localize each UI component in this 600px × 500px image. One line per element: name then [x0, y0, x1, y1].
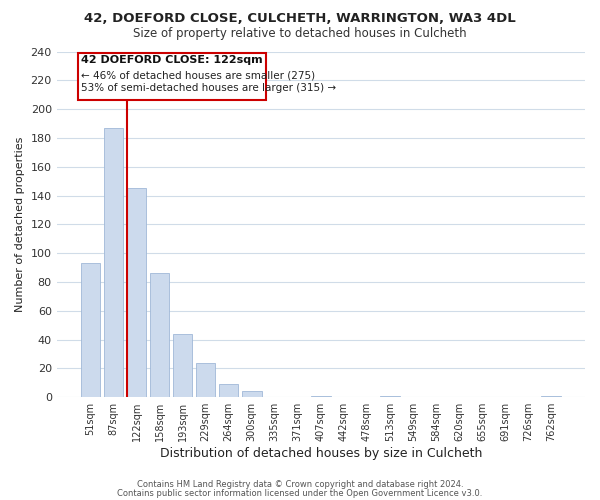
Bar — [104, 128, 123, 397]
Bar — [150, 274, 169, 397]
Text: 42, DOEFORD CLOSE, CULCHETH, WARRINGTON, WA3 4DL: 42, DOEFORD CLOSE, CULCHETH, WARRINGTON,… — [84, 12, 516, 26]
Bar — [78, 53, 266, 100]
Bar — [311, 396, 331, 397]
Bar — [173, 334, 193, 397]
X-axis label: Distribution of detached houses by size in Culcheth: Distribution of detached houses by size … — [160, 447, 482, 460]
Bar — [196, 362, 215, 397]
Bar — [219, 384, 238, 397]
Text: 42 DOEFORD CLOSE: 122sqm: 42 DOEFORD CLOSE: 122sqm — [81, 55, 263, 65]
Bar — [541, 396, 561, 397]
Bar — [127, 188, 146, 397]
Text: ← 46% of detached houses are smaller (275): ← 46% of detached houses are smaller (27… — [81, 70, 316, 80]
Text: Size of property relative to detached houses in Culcheth: Size of property relative to detached ho… — [133, 28, 467, 40]
Bar — [380, 396, 400, 397]
Text: 53% of semi-detached houses are larger (315) →: 53% of semi-detached houses are larger (… — [81, 83, 337, 93]
Text: Contains HM Land Registry data © Crown copyright and database right 2024.: Contains HM Land Registry data © Crown c… — [137, 480, 463, 489]
Bar — [80, 263, 100, 397]
Y-axis label: Number of detached properties: Number of detached properties — [15, 136, 25, 312]
Text: Contains public sector information licensed under the Open Government Licence v3: Contains public sector information licen… — [118, 489, 482, 498]
Bar — [242, 392, 262, 397]
